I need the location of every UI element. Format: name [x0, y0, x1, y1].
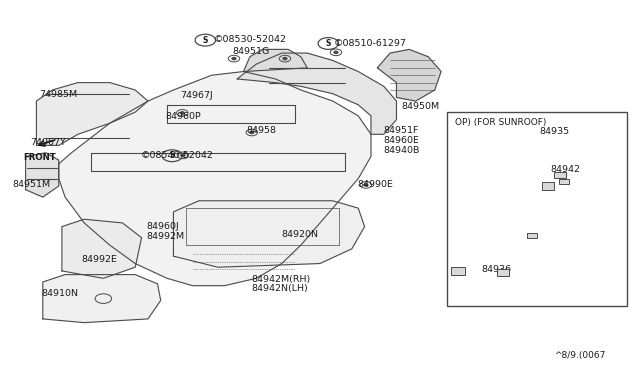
Text: 84992E: 84992E — [81, 254, 117, 264]
Text: 84942: 84942 — [550, 165, 580, 174]
Text: 84950M: 84950M — [401, 102, 440, 111]
Text: 84942M(RH): 84942M(RH) — [251, 275, 310, 283]
Polygon shape — [237, 53, 396, 134]
Polygon shape — [244, 49, 307, 71]
Circle shape — [334, 51, 338, 54]
Circle shape — [283, 58, 287, 60]
Text: 84992M: 84992M — [147, 232, 185, 241]
Text: ©08540-52042: ©08540-52042 — [140, 151, 213, 160]
Text: 84958: 84958 — [246, 126, 276, 135]
Text: ©08530-52042: ©08530-52042 — [214, 35, 287, 44]
Polygon shape — [173, 201, 365, 267]
Text: 84936: 84936 — [481, 264, 511, 273]
Text: 84920N: 84920N — [282, 230, 319, 239]
Bar — [541, 182, 554, 190]
Circle shape — [250, 131, 253, 134]
Text: 84960P: 84960P — [166, 112, 202, 121]
Text: 84960J: 84960J — [147, 222, 179, 231]
Text: 74985M: 74985M — [40, 90, 77, 99]
Circle shape — [232, 58, 236, 60]
Circle shape — [364, 184, 368, 186]
Text: 84940B: 84940B — [384, 146, 420, 155]
Polygon shape — [36, 83, 148, 145]
Text: OP) (FOR SUNROOF): OP) (FOR SUNROOF) — [455, 118, 547, 126]
Text: S: S — [326, 39, 331, 48]
Polygon shape — [378, 49, 441, 101]
Polygon shape — [62, 219, 141, 278]
Text: ^8/9.(0067: ^8/9.(0067 — [554, 351, 605, 360]
Text: 74967J: 74967J — [180, 91, 212, 100]
Text: 84951G: 84951G — [232, 48, 269, 57]
Polygon shape — [59, 71, 371, 286]
Circle shape — [180, 112, 184, 114]
Text: 84951F: 84951F — [384, 126, 419, 135]
Text: 84951M: 84951M — [13, 180, 51, 189]
Bar — [451, 267, 465, 275]
Text: 84990E: 84990E — [357, 180, 393, 189]
Polygon shape — [26, 153, 59, 197]
Bar — [554, 171, 566, 178]
Polygon shape — [43, 275, 161, 323]
Bar — [447, 112, 627, 306]
Text: S: S — [203, 36, 208, 45]
Text: 84910N: 84910N — [41, 289, 78, 298]
Text: 84935: 84935 — [540, 127, 570, 136]
Text: 84960E: 84960E — [384, 136, 420, 145]
Text: ©08510-61297: ©08510-61297 — [334, 39, 407, 48]
Circle shape — [181, 154, 185, 157]
Text: 84942N(LH): 84942N(LH) — [251, 284, 308, 293]
Bar — [497, 269, 509, 276]
Bar — [559, 179, 569, 185]
Text: 74967Y: 74967Y — [31, 138, 67, 147]
Bar — [527, 232, 538, 238]
Text: FRONT: FRONT — [23, 153, 56, 163]
Text: S: S — [170, 151, 175, 160]
